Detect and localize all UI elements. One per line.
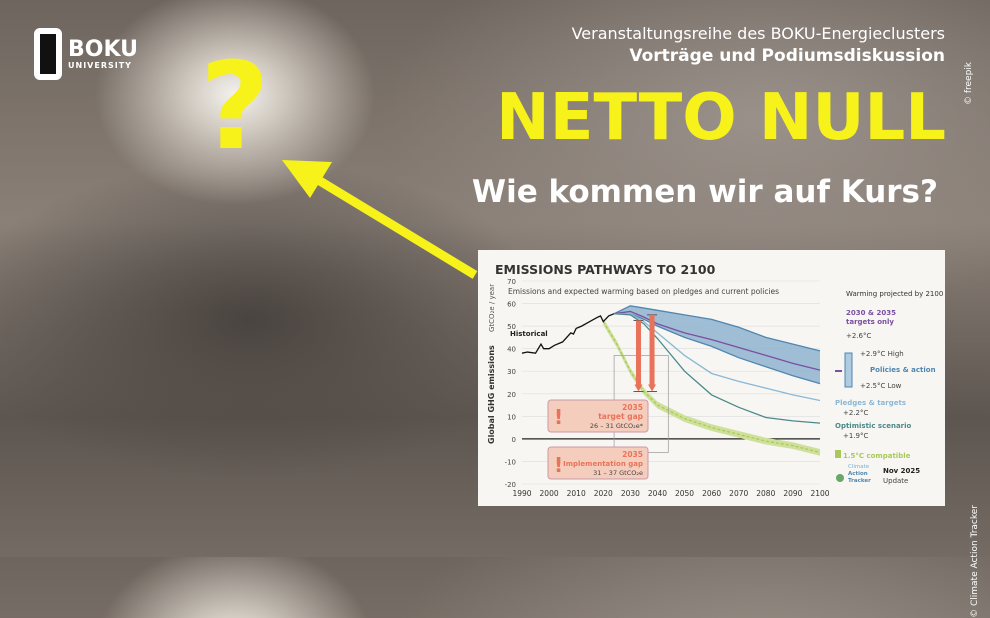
legend-optimistic: Optimistic scenario (835, 422, 912, 430)
legend-targets: 2030 & 2035 targets only (846, 309, 896, 326)
x-tick-label: 2010 (567, 489, 586, 498)
x-tick-label: 2050 (675, 489, 694, 498)
series-line (613, 305, 821, 352)
chart-title: EMISSIONS PATHWAYS TO 2100 (495, 262, 716, 277)
x-tick-label: 2060 (702, 489, 721, 498)
chart-svg: EMISSIONS PATHWAYS TO 2100 Emissions and… (487, 262, 943, 498)
x-tick-label: 2100 (810, 489, 829, 498)
arrow-icon (282, 160, 478, 279)
tagline: Wie kommen wir auf Kurs? (471, 174, 938, 210)
legend-policies-low: +2.5°C Low (860, 382, 902, 390)
implementation-gap-value: 31 – 37 GtCO₂e (593, 469, 643, 477)
y-tick-label: 60 (507, 301, 516, 309)
y-tick-label: 30 (507, 368, 516, 376)
legend-targets-wrap: 2030 & 2035 targets only (846, 309, 896, 326)
logo-mark (34, 28, 62, 80)
legend-heading: Warming projected by 2100 (846, 290, 943, 298)
x-tick-label: 2090 (783, 489, 802, 498)
series-line (614, 313, 821, 402)
event-series: Veranstaltungsreihe des BOKU-Energieclus… (571, 24, 945, 43)
y-tick-label: -10 (505, 458, 516, 466)
implementation-gap-label: Implementation gap (563, 460, 643, 468)
gap-arrow (635, 320, 641, 386)
chart-credit: © Climate Action Tracker (970, 505, 980, 618)
page-title: NETTO NULL (496, 81, 946, 155)
legend-optimistic-value: +1.9°C (843, 432, 868, 440)
series-line (614, 310, 821, 371)
x-tick-label: 2040 (648, 489, 667, 498)
gap-arrow (649, 314, 655, 386)
y-tick-label: 10 (507, 413, 516, 421)
x-tick-label: 1990 (512, 489, 531, 498)
target-gap-label: target gap (598, 412, 643, 421)
y-axis-unit: GtCO₂e / year (488, 284, 496, 332)
y-tick-label: -20 (505, 481, 516, 489)
x-tick-label: 2030 (621, 489, 640, 498)
event-format: Vorträge und Podiumsdiskussion (629, 46, 945, 66)
gap-arrowhead (648, 384, 657, 392)
logo-sub: UNIVERSITY (68, 60, 132, 70)
warning-icon: ! (554, 453, 563, 477)
brand-2: Action (848, 471, 868, 477)
y-tick-label: 0 (512, 436, 516, 444)
target-gap-year: 2035 (622, 403, 643, 412)
historical-label: Historical (510, 330, 548, 338)
target-gap-box: ! 2035 target gap 26 – 31 GtCO₂e* (547, 399, 649, 433)
series-line (614, 313, 821, 424)
legend-compatible: 1.5°C compatible (843, 452, 911, 460)
x-tick-label: 2020 (594, 489, 613, 498)
y-tick-label: 70 (507, 278, 516, 286)
x-tick-label: 2080 (756, 489, 775, 498)
legend-pledges-value: +2.2°C (843, 409, 868, 417)
gap-arrowhead (634, 384, 643, 392)
compatible-line (602, 321, 821, 454)
series-line (521, 313, 615, 354)
target-gap-value: 26 – 31 GtCO₂e* (590, 422, 644, 430)
series-line (614, 313, 821, 385)
y-tick-label: 50 (507, 323, 516, 331)
question-mark: ? (200, 38, 270, 177)
legend: Warming projected by 2100 2030 & 2035 ta… (835, 290, 943, 485)
legend-targets-value: +2.6°C (846, 332, 871, 340)
x-tick-label: 2070 (729, 489, 748, 498)
brand-3: Tracker (848, 478, 871, 484)
update-label: Update (883, 477, 908, 485)
update-date: Nov 2025 (883, 467, 920, 475)
legend-policies-high: +2.9°C High (860, 350, 904, 358)
emissions-chart: EMISSIONS PATHWAYS TO 2100 Emissions and… (478, 250, 945, 506)
y-axis-label: Global GHG emissions (487, 345, 496, 444)
y-tick-label: 20 (507, 391, 516, 399)
brand-1: Climate (848, 464, 870, 470)
implementation-gap-year: 2035 (622, 450, 643, 459)
legend-pledges: Pledges & targets (835, 399, 906, 407)
thermometer-icon (836, 474, 844, 482)
legend-policies: Policies & action (870, 366, 936, 374)
image-credit: © freepik (964, 62, 974, 106)
compatible-band (603, 318, 820, 456)
policies-band (614, 305, 820, 384)
y-tick-label: 40 (507, 346, 516, 354)
warning-icon: ! (554, 405, 563, 429)
logo-name: BOKU (68, 36, 138, 62)
implementation-gap-box: ! 2035 Implementation gap 31 – 37 GtCO₂e (547, 446, 649, 480)
boku-logo: BOKU UNIVERSITY (34, 28, 138, 80)
chart-subtitle: Emissions and expected warming based on … (508, 287, 779, 296)
x-tick-label: 2000 (540, 489, 559, 498)
